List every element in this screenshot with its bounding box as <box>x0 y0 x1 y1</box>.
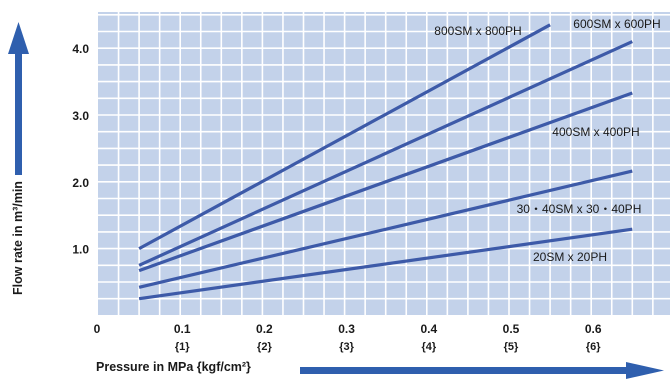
series-label-5: 20SM x 20PH <box>533 250 607 264</box>
x-tick-label-kgf: {4} <box>421 341 436 353</box>
y-tick-label: 4.0 <box>72 42 89 56</box>
y-axis-title: Flow rate in m³/min <box>11 181 25 295</box>
series-line-5 <box>138 227 633 301</box>
x-tick-label: 0.5 <box>503 322 520 336</box>
x-axis-arrow-head <box>626 362 664 379</box>
x-tick-label-kgf: {3} <box>339 341 354 353</box>
y-axis-arrow-shaft <box>15 52 22 175</box>
series-label-3: 400SM x 400PH <box>552 125 639 139</box>
x-tick-label: 0.1 <box>174 322 191 336</box>
y-axis-arrow-head <box>8 22 29 54</box>
series-lines <box>138 23 633 301</box>
grid <box>98 12 670 315</box>
series-line-1 <box>138 23 551 251</box>
y-tick-label: 2.0 <box>72 176 89 190</box>
series-label-2: 600SM x 600PH <box>573 17 660 31</box>
plot-area <box>98 12 670 315</box>
y-tick-label: 3.0 <box>72 109 89 123</box>
x-axis-arrow-shaft <box>300 367 630 374</box>
series-line-2 <box>138 40 633 267</box>
series-line-3 <box>138 91 633 273</box>
y-tick-labels: 1.0 2.0 3.0 4.0 <box>72 42 89 256</box>
axis-arrows <box>8 22 664 379</box>
x-tick-label-kgf: {5} <box>504 341 519 353</box>
x-tick-labels: 0 0.1 0.2 0.3 0.4 0.5 0.6 {1} {2} {3} {4} {5} {6} <box>94 322 602 353</box>
series-labels: 800SM x 800PH 600SM x 600PH 400SM x 400PH 3… <box>434 17 660 264</box>
plot-background <box>98 12 670 315</box>
series-label-1: 800SM x 800PH <box>434 24 521 38</box>
x-tick-label-kgf: {2} <box>257 341 272 353</box>
x-tick-label-kgf: {6} <box>586 341 601 353</box>
x-tick-label: 0.6 <box>585 322 602 336</box>
series-label-4: 30・40SM x 30・40PH <box>517 202 642 216</box>
x-tick-label: 0.2 <box>256 322 273 336</box>
x-tick-label: 0.4 <box>420 322 437 336</box>
y-tick-label: 1.0 <box>72 243 89 257</box>
x-tick-label: 0 <box>94 322 101 336</box>
x-axis-title: Pressure in MPa {kgf/cm²} <box>96 360 251 374</box>
x-tick-label-kgf: {1} <box>175 341 190 353</box>
x-tick-label: 0.3 <box>338 322 355 336</box>
series-line-4 <box>138 169 633 289</box>
